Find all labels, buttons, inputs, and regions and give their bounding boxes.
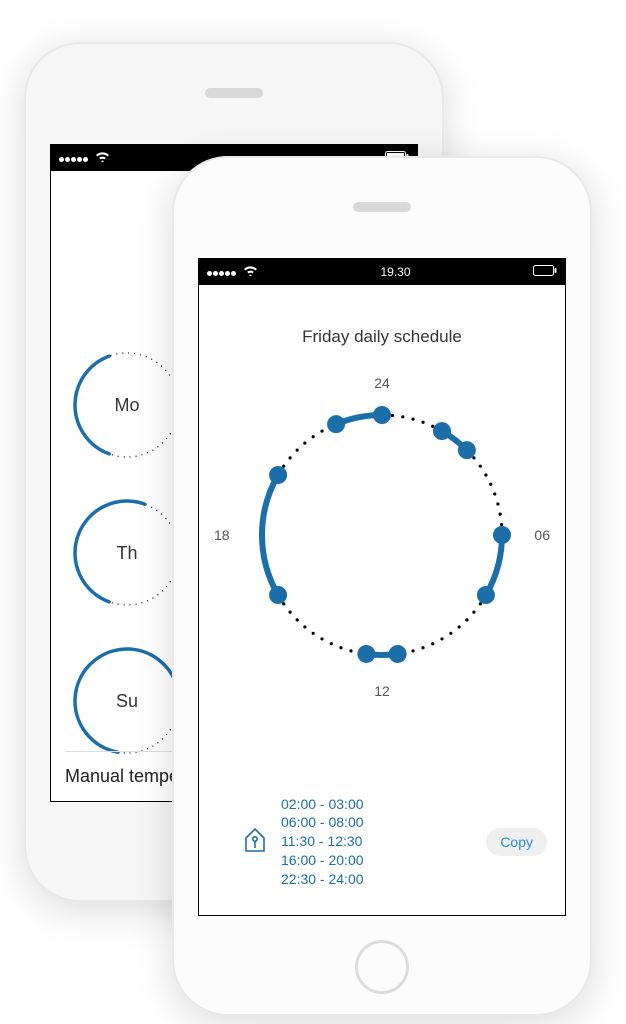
house-icon	[243, 825, 267, 858]
screen-front: 19.30 Friday daily schedule 24 06 12 18	[198, 258, 566, 916]
day-label: Su	[67, 641, 187, 761]
clock-handle[interactable]	[493, 526, 511, 544]
clock-handle[interactable]	[269, 466, 287, 484]
clock-handle[interactable]	[433, 422, 451, 440]
day-circle[interactable]: Mo	[67, 345, 187, 465]
clock-svg	[242, 395, 522, 675]
clock-handle[interactable]	[477, 586, 495, 604]
battery-icon	[533, 265, 557, 279]
clock-label-06: 06	[534, 527, 550, 543]
day-label: Th	[67, 493, 187, 613]
wifi-icon	[243, 265, 258, 279]
signal-dots-icon	[207, 265, 237, 279]
clock-handle[interactable]	[357, 645, 375, 663]
clock-handle[interactable]	[373, 406, 391, 424]
clock-handle[interactable]	[327, 415, 345, 433]
clock-handle[interactable]	[458, 441, 476, 459]
earpiece	[353, 202, 411, 212]
clock-label-18: 18	[214, 527, 230, 543]
day-circle[interactable]: Th	[67, 493, 187, 613]
clock-handle[interactable]	[389, 645, 407, 663]
schedule-clock[interactable]: 24 06 12 18	[242, 395, 522, 675]
schedule-range-item: 02:00 - 03:00	[281, 795, 364, 814]
schedule-footer: 02:00 - 03:0006:00 - 08:0011:30 - 12:301…	[199, 795, 565, 889]
schedule-ranges: 02:00 - 03:0006:00 - 08:0011:30 - 12:301…	[281, 795, 364, 889]
schedule-range-item: 22:30 - 24:00	[281, 870, 364, 889]
home-button[interactable]	[355, 940, 409, 994]
status-time: 19.30	[380, 265, 410, 279]
day-circles-list: Mo Th Su	[67, 345, 187, 761]
clock-label-24: 24	[374, 375, 390, 391]
schedule-range-item: 11:30 - 12:30	[281, 832, 364, 851]
screen-title: Friday daily schedule	[199, 327, 565, 347]
schedule-range-item: 16:00 - 20:00	[281, 851, 364, 870]
copy-button[interactable]: Copy	[486, 828, 547, 856]
earpiece	[205, 88, 263, 98]
status-bar: 19.30	[199, 259, 565, 285]
day-circle[interactable]: Su	[67, 641, 187, 761]
day-label: Mo	[67, 345, 187, 465]
phone-mock-front: 19.30 Friday daily schedule 24 06 12 18	[172, 156, 592, 1016]
signal-dots-icon	[59, 151, 89, 165]
clock-handle[interactable]	[269, 586, 287, 604]
schedule-range-item: 06:00 - 08:00	[281, 813, 364, 832]
clock-label-12: 12	[374, 683, 390, 699]
wifi-icon	[95, 151, 110, 165]
